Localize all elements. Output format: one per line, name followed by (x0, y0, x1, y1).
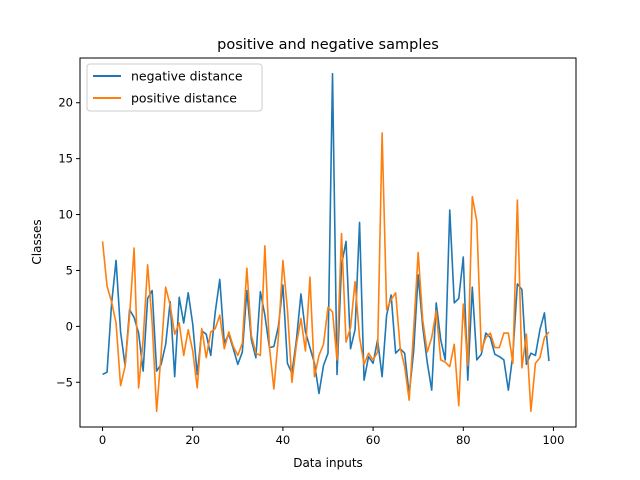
x-tick-label: 100 (542, 433, 564, 447)
y-tick-label: 20 (58, 96, 73, 110)
legend-box (86, 63, 263, 112)
x-axis-ticks: 0 20 40 60 80 100 (99, 427, 564, 447)
legend-label-negative-distance: negative distance (131, 69, 243, 84)
plot-frame (79, 57, 577, 428)
x-tick-label: 0 (99, 433, 106, 447)
x-axis-label: Data inputs (293, 456, 363, 470)
x-tick-label: 60 (366, 433, 381, 447)
series-line-negative-distance (102, 72, 550, 396)
y-axis-ticks: −5 0 5 10 15 20 (56, 96, 80, 389)
y-tick-label: −5 (56, 375, 73, 389)
legend-label-positive-distance: positive distance (131, 91, 237, 106)
legend: negative distance positive distance (86, 63, 263, 112)
y-tick-label: 0 (66, 319, 73, 333)
y-axis-label: Classes (30, 219, 44, 264)
y-tick-label: 10 (58, 208, 73, 222)
chart-title: positive and negative samples (217, 37, 439, 53)
x-tick-label: 40 (276, 433, 291, 447)
y-tick-label: 5 (66, 263, 73, 277)
x-tick-label: 80 (456, 433, 471, 447)
series-lines (101, 72, 550, 413)
x-tick-label: 20 (185, 433, 200, 447)
series-line-positive-distance (101, 132, 550, 413)
y-tick-label: 15 (58, 152, 73, 166)
